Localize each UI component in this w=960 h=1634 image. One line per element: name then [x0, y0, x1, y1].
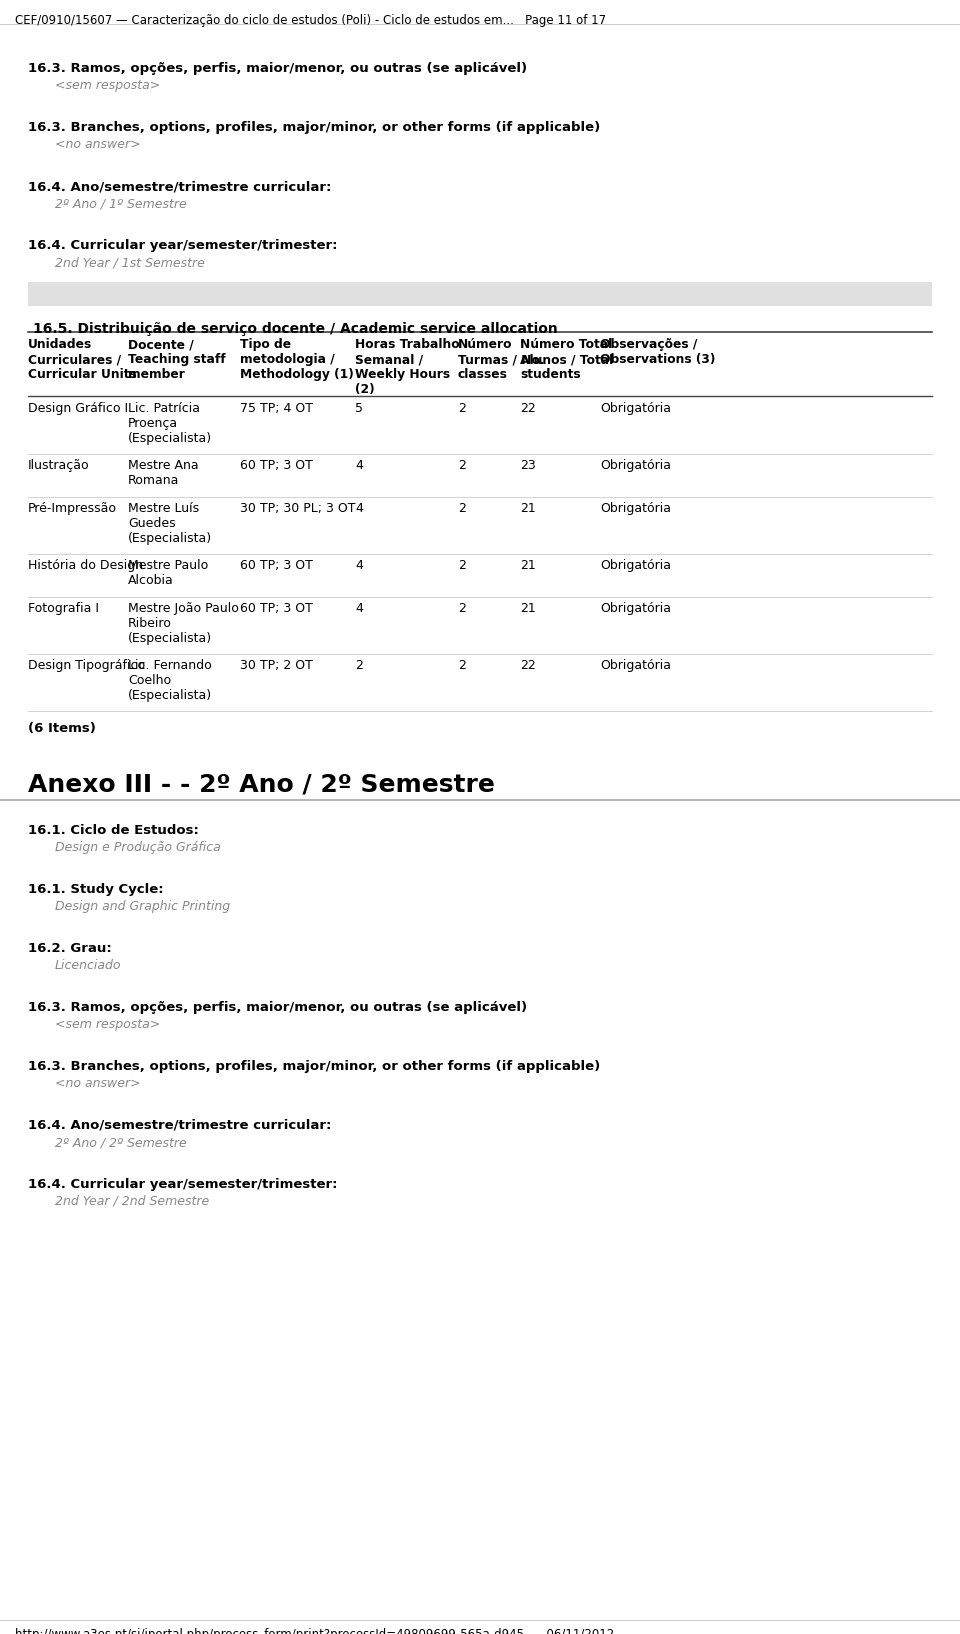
Text: 75 TP; 4 OT: 75 TP; 4 OT — [240, 402, 313, 415]
Text: 5: 5 — [355, 402, 363, 415]
Text: http://www.a3es.pt/si/iportal.php/process_form/print?processId=49809699-565a-d94: http://www.a3es.pt/si/iportal.php/proces… — [15, 1627, 614, 1634]
Text: Obrigatória: Obrigatória — [600, 659, 671, 672]
Text: Design Tipográfico: Design Tipográfico — [28, 659, 145, 672]
Text: Lic. Patrícia
Proença
(Especialista): Lic. Patrícia Proença (Especialista) — [128, 402, 212, 444]
Text: Obrigatória: Obrigatória — [600, 601, 671, 614]
Text: 16.4. Ano/semestre/trimestre curricular:: 16.4. Ano/semestre/trimestre curricular: — [28, 180, 331, 193]
Text: Mestre Paulo
Alcobia: Mestre Paulo Alcobia — [128, 559, 208, 587]
Text: 16.3. Ramos, opções, perfis, maior/menor, ou outras (se aplicável): 16.3. Ramos, opções, perfis, maior/menor… — [28, 62, 527, 75]
Text: Mestre Ana
Romana: Mestre Ana Romana — [128, 459, 199, 487]
Text: 21: 21 — [520, 559, 536, 572]
Text: Design e Produção Gráfica: Design e Produção Gráfica — [55, 842, 221, 855]
Text: Unidades
Curriculares /
Curricular Units: Unidades Curriculares / Curricular Units — [28, 338, 136, 381]
Text: 4: 4 — [355, 459, 363, 472]
Text: Fotografia I: Fotografia I — [28, 601, 99, 614]
Text: 16.1. Ciclo de Estudos:: 16.1. Ciclo de Estudos: — [28, 824, 199, 837]
Text: 2: 2 — [458, 659, 466, 672]
Text: Ilustração: Ilustração — [28, 459, 89, 472]
Text: Obrigatória: Obrigatória — [600, 559, 671, 572]
Text: 2º Ano / 1º Semestre: 2º Ano / 1º Semestre — [55, 198, 187, 211]
Text: Pré-Impressão: Pré-Impressão — [28, 502, 117, 515]
Text: 16.3. Branches, options, profiles, major/minor, or other forms (if applicable): 16.3. Branches, options, profiles, major… — [28, 121, 600, 134]
Text: (6 Items): (6 Items) — [28, 722, 96, 735]
Text: 2: 2 — [355, 659, 363, 672]
Text: 22: 22 — [520, 659, 536, 672]
Text: Anexo III - - 2º Ano / 2º Semestre: Anexo III - - 2º Ano / 2º Semestre — [28, 771, 494, 796]
Text: 2: 2 — [458, 601, 466, 614]
Text: <no answer>: <no answer> — [55, 137, 140, 150]
Text: 16.3. Branches, options, profiles, major/minor, or other forms (if applicable): 16.3. Branches, options, profiles, major… — [28, 1060, 600, 1074]
Text: 2: 2 — [458, 559, 466, 572]
Text: 60 TP; 3 OT: 60 TP; 3 OT — [240, 559, 313, 572]
Text: Design and Graphic Printing: Design and Graphic Printing — [55, 900, 230, 913]
FancyBboxPatch shape — [28, 283, 932, 306]
Text: Horas Trabalho
Semanal /
Weekly Hours
(2): Horas Trabalho Semanal / Weekly Hours (2… — [355, 338, 460, 395]
Text: História do Design: História do Design — [28, 559, 143, 572]
Text: 21: 21 — [520, 502, 536, 515]
Text: 60 TP; 3 OT: 60 TP; 3 OT — [240, 601, 313, 614]
Text: 60 TP; 3 OT: 60 TP; 3 OT — [240, 459, 313, 472]
Text: 2nd Year / 2nd Semestre: 2nd Year / 2nd Semestre — [55, 1194, 209, 1208]
Text: Observações /
Observations (3): Observações / Observations (3) — [600, 338, 715, 366]
Text: Mestre Luís
Guedes
(Especialista): Mestre Luís Guedes (Especialista) — [128, 502, 212, 546]
Text: Lic. Fernando
Coelho
(Especialista): Lic. Fernando Coelho (Especialista) — [128, 659, 212, 703]
Text: 16.3. Ramos, opções, perfis, maior/menor, ou outras (se aplicável): 16.3. Ramos, opções, perfis, maior/menor… — [28, 1002, 527, 1015]
Text: 4: 4 — [355, 559, 363, 572]
Text: Mestre João Paulo
Ribeiro
(Especialista): Mestre João Paulo Ribeiro (Especialista) — [128, 601, 239, 645]
Text: <no answer>: <no answer> — [55, 1077, 140, 1090]
Text: Obrigatória: Obrigatória — [600, 459, 671, 472]
Text: Número
Turmas / No.
classes: Número Turmas / No. classes — [458, 338, 544, 381]
Text: 2nd Year / 1st Semestre: 2nd Year / 1st Semestre — [55, 257, 204, 270]
Text: Obrigatória: Obrigatória — [600, 402, 671, 415]
Text: 16.4. Curricular year/semester/trimester:: 16.4. Curricular year/semester/trimester… — [28, 239, 338, 252]
Text: 30 TP; 30 PL; 3 OT: 30 TP; 30 PL; 3 OT — [240, 502, 355, 515]
Text: 2: 2 — [458, 502, 466, 515]
Text: Tipo de
metodologia /
Methodology (1): Tipo de metodologia / Methodology (1) — [240, 338, 353, 381]
Text: 16.1. Study Cycle:: 16.1. Study Cycle: — [28, 882, 163, 895]
Text: 4: 4 — [355, 502, 363, 515]
Text: 16.4. Curricular year/semester/trimester:: 16.4. Curricular year/semester/trimester… — [28, 1178, 338, 1191]
Text: <sem resposta>: <sem resposta> — [55, 1018, 160, 1031]
Text: 22: 22 — [520, 402, 536, 415]
Text: Número Total
Alunos / Total
students: Número Total Alunos / Total students — [520, 338, 613, 381]
Text: 23: 23 — [520, 459, 536, 472]
Text: CEF/0910/15607 — Caracterização do ciclo de estudos (Poli) - Ciclo de estudos em: CEF/0910/15607 — Caracterização do ciclo… — [15, 15, 606, 28]
Text: 30 TP; 2 OT: 30 TP; 2 OT — [240, 659, 313, 672]
Text: 16.5. Distribuição de serviço docente / Academic service allocation: 16.5. Distribuição de serviço docente / … — [33, 322, 558, 337]
Text: Obrigatória: Obrigatória — [600, 502, 671, 515]
Text: 21: 21 — [520, 601, 536, 614]
Text: Docente /
Teaching staff
member: Docente / Teaching staff member — [128, 338, 226, 381]
Text: 4: 4 — [355, 601, 363, 614]
Text: 16.4. Ano/semestre/trimestre curricular:: 16.4. Ano/semestre/trimestre curricular: — [28, 1119, 331, 1132]
Text: 16.2. Grau:: 16.2. Grau: — [28, 941, 111, 954]
Text: 2: 2 — [458, 459, 466, 472]
Text: 2: 2 — [458, 402, 466, 415]
Text: Design Gráfico I: Design Gráfico I — [28, 402, 128, 415]
Text: 2º Ano / 2º Semestre: 2º Ano / 2º Semestre — [55, 1136, 187, 1149]
Text: Licenciado: Licenciado — [55, 959, 122, 972]
Text: <sem resposta>: <sem resposta> — [55, 78, 160, 92]
